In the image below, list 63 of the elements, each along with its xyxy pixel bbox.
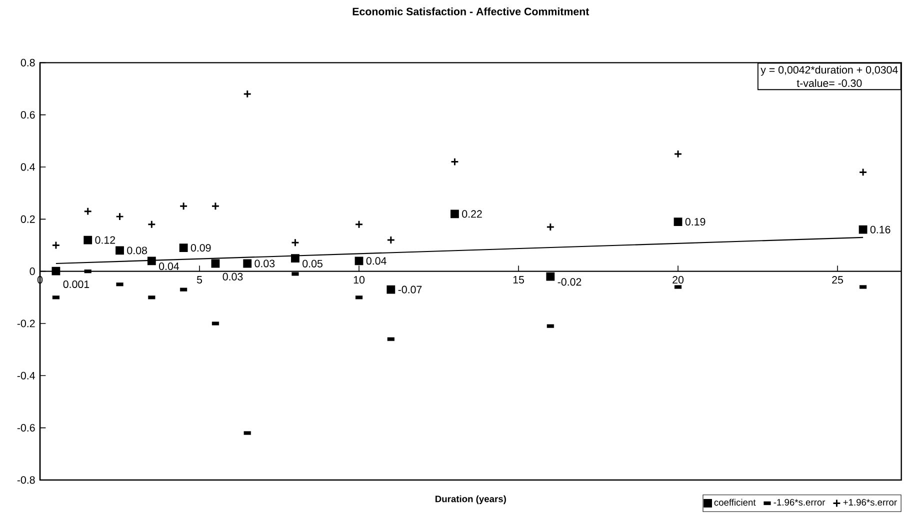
annotation: y = 0,0042*duration + 0,0304 — [760, 66, 898, 76]
point — [858, 168, 868, 176]
point — [116, 212, 124, 221]
point — [386, 236, 396, 244]
data-label: 0.05 — [302, 260, 322, 268]
y-tick-label: 0.8 — [20, 58, 35, 66]
legend-label: coefficient — [714, 498, 756, 506]
point — [291, 238, 300, 247]
point — [546, 222, 555, 232]
y-tick-label: 0 — [30, 268, 35, 276]
point — [211, 202, 220, 210]
data-label: 0.04 — [366, 257, 386, 265]
point — [354, 256, 364, 266]
point — [450, 210, 459, 218]
point — [450, 158, 459, 166]
point — [858, 225, 868, 234]
point — [84, 207, 92, 216]
point — [674, 218, 682, 226]
data-label: 0.03 — [254, 260, 275, 268]
point — [291, 254, 300, 262]
point — [243, 90, 252, 98]
point — [52, 241, 60, 250]
data-label: 0.04 — [159, 262, 180, 270]
point — [674, 150, 682, 158]
annotation: t-value= -0.30 — [796, 79, 862, 87]
data-label: 0.12 — [95, 236, 116, 244]
chart-title: Economic Satisfaction - Affective Commitment — [352, 7, 590, 16]
y-tick-label: -0.8 — [17, 476, 35, 484]
y-tick-label: 0.4 — [20, 163, 35, 171]
point — [52, 266, 60, 276]
point — [179, 244, 188, 252]
point — [84, 236, 92, 244]
data-label: -0.02 — [558, 278, 582, 286]
point — [147, 256, 156, 266]
x-tick-label: 5 — [196, 276, 202, 284]
x-tick-label: 15 — [513, 276, 524, 284]
point — [116, 246, 124, 255]
data-label: 0.001 — [63, 280, 90, 288]
point — [147, 220, 156, 229]
point — [386, 285, 396, 294]
data-label: 0.08 — [127, 246, 147, 254]
y-tick-label: 0.6 — [20, 111, 35, 119]
data-label: 0.03 — [222, 272, 243, 280]
point — [354, 220, 364, 229]
legend-label: +1.96*s.error — [843, 498, 897, 506]
y-tick-label: -0.4 — [17, 372, 35, 380]
point — [179, 202, 188, 210]
data-label: -0.07 — [398, 286, 422, 294]
point — [211, 259, 220, 268]
x-tick-label: 10 — [354, 276, 365, 284]
data-label: 0.22 — [462, 210, 482, 218]
x-axis-title: Duration (years) — [436, 495, 506, 504]
y-tick-label: -0.6 — [17, 424, 35, 432]
legend-label: -1.96*s.error — [774, 498, 826, 506]
point — [546, 272, 555, 281]
y-tick-label: 0.2 — [20, 215, 35, 223]
x-tick-label: 25 — [832, 276, 844, 284]
data-label: 0.16 — [870, 226, 890, 234]
point — [243, 259, 252, 268]
y-tick-label: -0.2 — [17, 320, 35, 328]
data-label: 0.19 — [685, 218, 706, 226]
x-tick-label: 20 — [672, 276, 684, 284]
data-label: 0.09 — [190, 244, 211, 252]
